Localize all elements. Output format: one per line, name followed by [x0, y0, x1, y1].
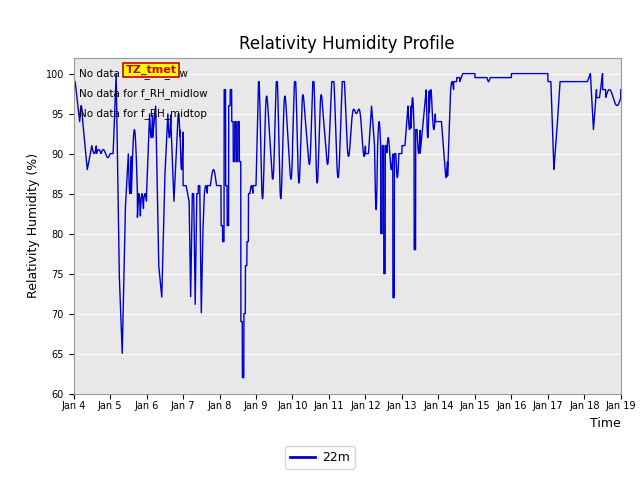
Legend: 22m: 22m [285, 446, 355, 469]
Text: TZ_tmet: TZ_tmet [125, 65, 177, 75]
Text: No data for f_RH_midtop: No data for f_RH_midtop [79, 108, 207, 119]
Text: No data for f_RH_low: No data for f_RH_low [79, 68, 188, 79]
Title: Relativity Humidity Profile: Relativity Humidity Profile [239, 35, 455, 53]
Y-axis label: Relativity Humidity (%): Relativity Humidity (%) [27, 153, 40, 298]
Text: No data for f_RH_midlow: No data for f_RH_midlow [79, 88, 208, 99]
X-axis label: Time: Time [590, 417, 621, 430]
